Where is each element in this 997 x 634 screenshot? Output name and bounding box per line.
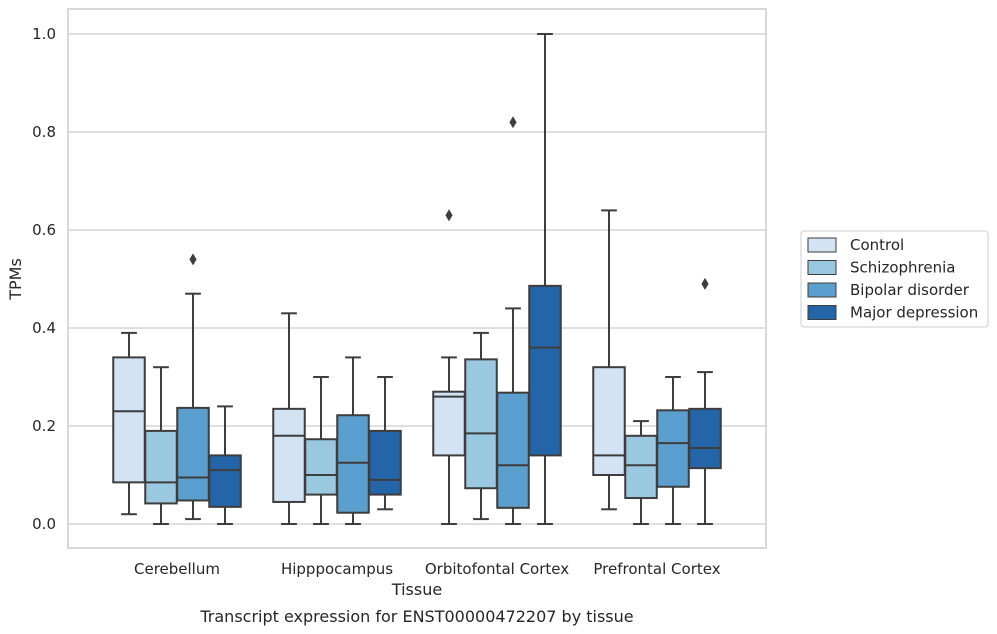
box-body [624, 434, 658, 500]
legend-label: Schizophrenia [850, 259, 955, 277]
box-1-2 [272, 312, 306, 525]
box-body [272, 407, 306, 503]
box-body [112, 356, 146, 484]
legend-swatch [807, 237, 837, 253]
box-body [592, 366, 626, 477]
legend-swatch [807, 282, 837, 298]
box-body [336, 414, 370, 514]
y-tick-label: 0.6 [32, 221, 56, 239]
x-tick-label: Prefrontal Cortex [593, 560, 720, 578]
box-4-4 [688, 277, 722, 525]
box-2-1 [144, 366, 178, 525]
box-4-1 [208, 405, 242, 525]
outlier-marker [509, 116, 517, 129]
box-1-3 [432, 209, 466, 525]
box-4-2 [368, 376, 402, 511]
x-tick-label: Orbitofontal Cortex [425, 560, 569, 578]
box-body [368, 429, 402, 496]
y-tick-labels: 0.0 0.2 0.4 0.6 0.8 1.0 [32, 25, 56, 533]
box-body [464, 358, 498, 490]
box-body [656, 409, 690, 488]
box-body [144, 429, 178, 505]
x-tick-label: Hipppocampus [281, 560, 393, 578]
chart-caption: Transcript expression for ENST0000047220… [199, 607, 633, 626]
box-3-2 [336, 356, 370, 525]
boxes [112, 33, 722, 525]
box-body [496, 391, 530, 509]
outlier-marker [189, 253, 197, 266]
y-tick-label: 0.2 [32, 417, 56, 435]
legend: Control Schizophrenia Bipolar disorder Majo… [800, 230, 989, 328]
y-tick-label: 0.4 [32, 319, 56, 337]
box-body [688, 407, 722, 470]
box-2-3 [464, 331, 498, 521]
legend-label: Control [850, 236, 904, 254]
y-tick-label: 0.8 [32, 123, 56, 141]
box-body [176, 406, 210, 502]
plot-frame [67, 8, 767, 549]
box-body [208, 454, 242, 508]
x-axis-title: Tissue [391, 580, 442, 599]
y-axis-title: TPMs [6, 258, 25, 301]
box-body [304, 438, 338, 496]
box-3-1 [176, 253, 210, 521]
y-tick-label: 0.0 [32, 515, 56, 533]
box-4-3 [528, 33, 562, 525]
legend-swatch [807, 260, 837, 275]
box-1-4 [592, 209, 626, 511]
box-body [432, 390, 466, 457]
box-1-1 [112, 331, 146, 516]
outlier-marker [445, 209, 453, 222]
x-tick-labels: Cerebellum Hipppocampus Orbitofontal Corte… [134, 560, 721, 578]
box-3-3 [496, 116, 530, 525]
legend-label: Bipolar disorder [850, 281, 970, 299]
outlier-marker [701, 277, 709, 290]
legend-frame [800, 230, 989, 328]
x-tick-label: Cerebellum [134, 560, 220, 578]
legend-swatch [807, 305, 837, 320]
box-body [528, 284, 562, 457]
legend-label: Major depression [850, 304, 978, 322]
y-tick-label: 1.0 [32, 25, 56, 43]
